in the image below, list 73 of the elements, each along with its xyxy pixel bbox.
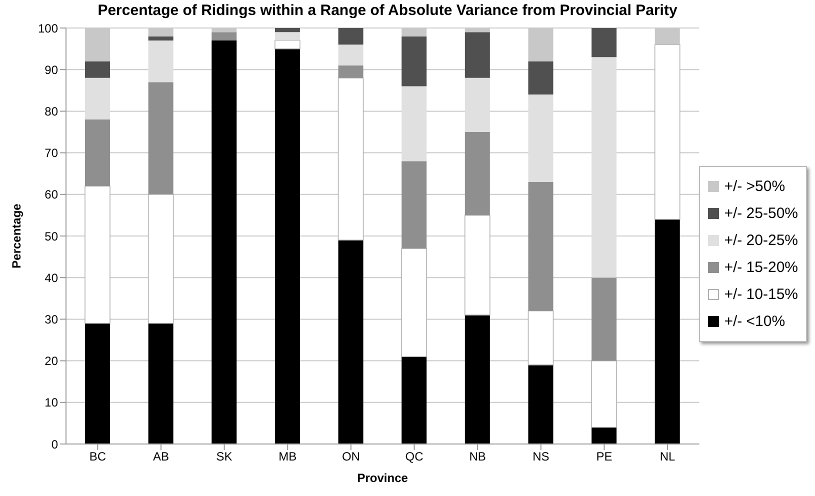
x-tick-label: PE xyxy=(596,450,612,464)
bar xyxy=(464,315,490,444)
bar xyxy=(148,194,174,324)
bar xyxy=(148,82,174,194)
bar xyxy=(464,132,490,216)
x-tick-label: SK xyxy=(216,450,232,464)
bar xyxy=(212,40,237,444)
legend-label: +/- 10-15% xyxy=(724,286,798,303)
bar xyxy=(338,78,364,241)
bar xyxy=(338,65,364,78)
x-tick-label: NB xyxy=(469,450,486,464)
x-axis-title: Province xyxy=(357,471,408,485)
bar xyxy=(402,86,427,162)
y-tick-label: 50 xyxy=(44,229,58,244)
bar xyxy=(338,28,364,45)
bar xyxy=(528,182,554,311)
bar xyxy=(592,427,617,444)
x-tick-label: AB xyxy=(152,450,169,464)
bar xyxy=(528,61,554,95)
legend-label: +/- 25-50% xyxy=(724,205,798,222)
bar xyxy=(148,36,174,40)
bar xyxy=(591,360,617,428)
y-tick-label: 10 xyxy=(44,396,58,410)
bar xyxy=(592,278,617,361)
bar xyxy=(528,310,554,366)
bar xyxy=(84,78,110,120)
bar xyxy=(338,44,364,66)
y-tick-label: 90 xyxy=(44,62,58,77)
y-tick-label: 40 xyxy=(44,270,58,285)
bar xyxy=(84,186,110,324)
bar xyxy=(274,28,300,32)
legend-label: +/- >50% xyxy=(724,178,786,195)
y-tick-label: 60 xyxy=(44,188,58,202)
bar xyxy=(274,40,300,50)
x-tick-label: ON xyxy=(342,450,360,464)
bar xyxy=(274,32,300,40)
y-tick-label: 30 xyxy=(44,312,58,326)
y-tick-label: 20 xyxy=(44,354,58,368)
x-tick-label: QC xyxy=(405,450,424,464)
bar xyxy=(401,248,427,358)
bar xyxy=(592,28,617,58)
bar xyxy=(592,57,617,278)
bar xyxy=(402,36,427,86)
bar xyxy=(402,161,427,248)
bar xyxy=(274,48,300,444)
bar xyxy=(148,323,174,444)
bar xyxy=(464,32,490,78)
bar xyxy=(654,219,680,444)
bar xyxy=(148,40,174,82)
y-tick-label: 0 xyxy=(51,437,58,452)
bar xyxy=(528,94,554,182)
legend-label: +/- <10% xyxy=(724,313,786,330)
y-tick-label: 100 xyxy=(38,21,58,36)
x-tick-label: NS xyxy=(532,450,550,464)
bar xyxy=(84,120,110,186)
legend-label: +/- 20-25% xyxy=(724,232,798,249)
bar xyxy=(464,214,490,316)
bar xyxy=(528,364,554,444)
y-axis-title: Percentage xyxy=(9,203,24,268)
bar xyxy=(464,78,490,132)
bar xyxy=(212,32,237,40)
y-tick-label: 80 xyxy=(44,104,58,118)
x-tick-label: MB xyxy=(278,450,297,464)
bar xyxy=(402,356,427,444)
legend-label: +/- 15-20% xyxy=(724,259,798,276)
bar xyxy=(338,240,364,444)
bar xyxy=(654,44,680,220)
bar xyxy=(84,323,110,444)
x-tick-label: BC xyxy=(89,450,106,464)
bar xyxy=(84,61,110,78)
chart-title: Percentage of Ridings within a Range of Absolute Variance from Provincial Parity xyxy=(96,1,678,20)
x-tick-label: NL xyxy=(660,450,676,464)
y-tick-label: 70 xyxy=(44,146,58,160)
